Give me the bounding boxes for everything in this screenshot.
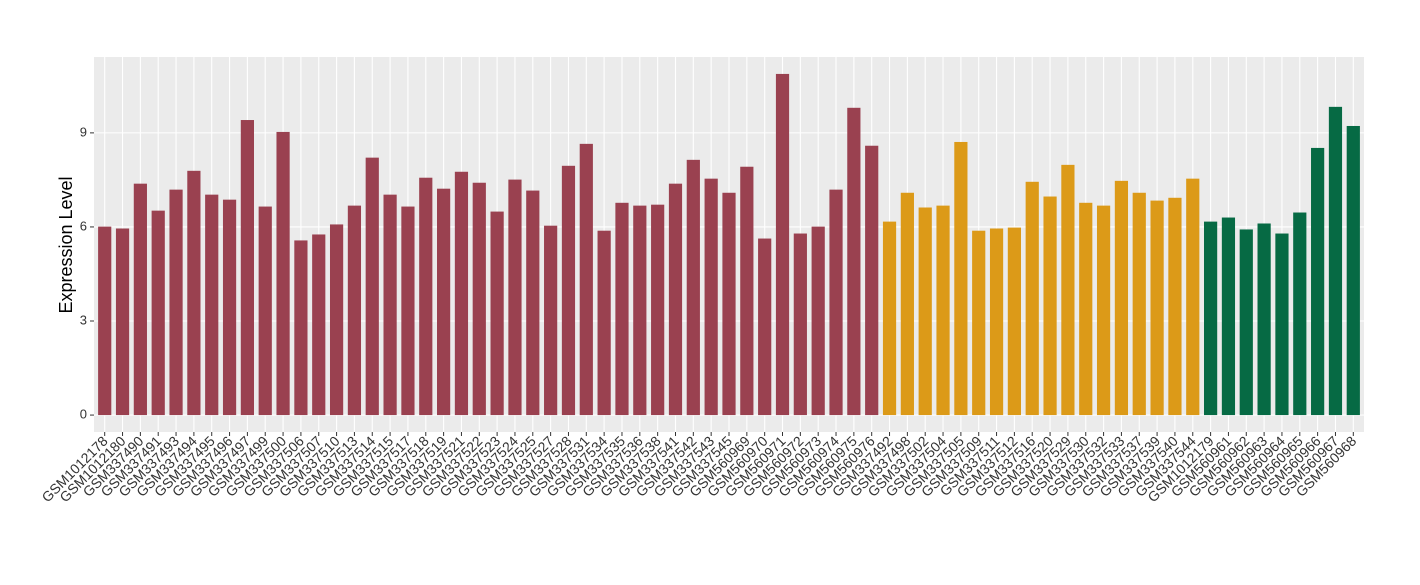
bar [1204,221,1218,416]
bar [1346,125,1360,416]
bar [294,240,308,416]
bar [793,233,807,416]
bar [615,202,629,416]
bar [847,107,861,416]
bar [633,205,647,416]
bar [561,165,576,416]
bar [579,143,593,416]
bar [1096,205,1111,416]
bar [1186,178,1200,416]
bar [882,221,897,416]
bar [1275,233,1289,416]
bar [1061,164,1075,416]
bar [1007,227,1021,416]
bar [526,190,540,416]
bar [686,159,700,416]
bar [597,230,611,416]
bar [151,210,165,416]
y-tick-label: 3 [80,312,87,327]
bar [169,189,183,416]
bar [900,192,914,416]
bar [508,179,522,416]
bar [544,225,558,416]
bar [437,188,451,416]
bar [989,228,1004,416]
bar [240,120,254,416]
bar [454,171,469,416]
bar [401,206,415,416]
bar [1168,197,1182,416]
bar [133,183,147,416]
bar [1311,147,1325,416]
bar [1239,229,1253,416]
y-tick-label: 0 [80,407,87,422]
bar [865,145,879,416]
bar [972,230,986,416]
bar [258,206,272,416]
bar [811,226,825,416]
bar [347,205,362,416]
bar [829,189,843,416]
bar [490,211,504,416]
bar [1114,180,1129,416]
y-tick-label: 6 [80,218,87,233]
bar [419,177,433,416]
bar [936,205,950,416]
bar [365,157,379,416]
bar [775,73,790,416]
bar [329,224,344,416]
bar [1257,223,1271,416]
bar [722,192,736,416]
bar [187,170,201,416]
bar [205,194,219,416]
bar [918,207,932,416]
bar [758,238,772,416]
bar [1025,181,1039,416]
bar [1043,196,1057,416]
y-axis-title: Expression Level [56,176,76,313]
bar [704,178,718,416]
bar [1150,200,1164,416]
bar [651,204,665,416]
bar [668,183,683,416]
bar [1079,202,1093,416]
bar [98,226,112,416]
bar [472,182,486,416]
bar [1132,192,1146,416]
bar [1221,217,1236,416]
bar [222,199,237,416]
bar [740,166,754,416]
bar [115,228,130,416]
bar [312,234,326,416]
bar [1293,212,1307,416]
bar [276,131,290,416]
y-tick-label: 9 [80,124,87,139]
bar [1328,106,1343,416]
bar [383,194,397,416]
bar [954,141,968,416]
